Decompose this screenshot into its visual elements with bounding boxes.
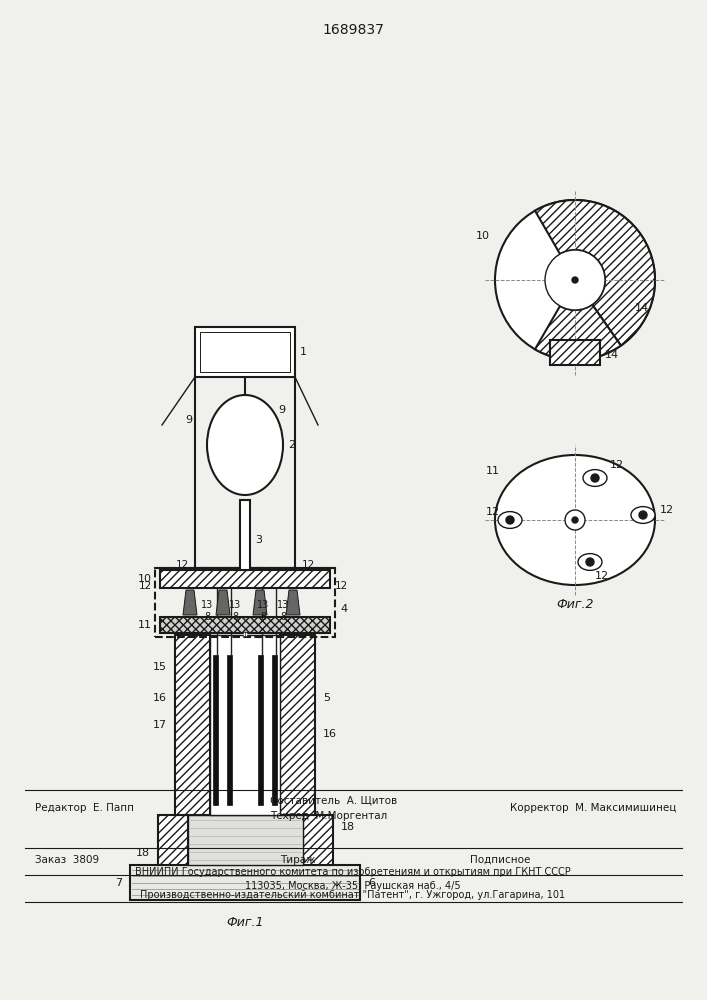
Text: 8: 8 xyxy=(204,612,210,622)
Bar xyxy=(187,815,303,865)
Bar xyxy=(303,815,332,865)
Text: 12: 12 xyxy=(660,505,674,515)
Ellipse shape xyxy=(583,470,607,486)
Text: 11: 11 xyxy=(138,620,152,630)
Text: Фиг.1: Фиг.1 xyxy=(226,916,264,928)
Text: 17: 17 xyxy=(153,720,167,730)
Bar xyxy=(160,570,330,588)
Text: 3: 3 xyxy=(255,535,262,545)
Text: 13: 13 xyxy=(201,600,213,610)
Ellipse shape xyxy=(498,512,522,528)
Polygon shape xyxy=(183,590,197,615)
Text: 6: 6 xyxy=(368,878,375,888)
Text: 8: 8 xyxy=(260,612,266,622)
Ellipse shape xyxy=(495,455,655,585)
Ellipse shape xyxy=(631,507,655,523)
Wedge shape xyxy=(535,305,621,360)
Bar xyxy=(280,635,315,815)
Bar xyxy=(213,655,218,805)
Bar xyxy=(195,327,295,377)
Text: 9: 9 xyxy=(185,415,192,425)
Text: 12: 12 xyxy=(335,581,349,591)
Text: 9: 9 xyxy=(278,405,285,415)
Circle shape xyxy=(565,510,585,530)
Text: Производственно-издательский комбинат "Патент", г. Ужгород, ул.Гагарина, 101: Производственно-издательский комбинат "П… xyxy=(141,890,566,900)
Bar xyxy=(272,655,277,805)
Text: 12: 12 xyxy=(139,581,152,591)
Text: Редактор  Е. Папп: Редактор Е. Папп xyxy=(35,803,134,813)
Circle shape xyxy=(591,474,599,482)
Bar xyxy=(175,635,210,815)
Text: Заказ  3809: Заказ 3809 xyxy=(35,855,99,865)
Text: 12: 12 xyxy=(595,571,609,581)
Polygon shape xyxy=(253,590,267,615)
Text: 8: 8 xyxy=(280,612,286,622)
Wedge shape xyxy=(535,200,655,346)
Text: 18: 18 xyxy=(341,822,355,832)
Text: 2: 2 xyxy=(288,440,295,450)
Circle shape xyxy=(572,517,578,523)
Text: 11: 11 xyxy=(486,466,500,476)
Bar xyxy=(258,655,263,805)
Text: 12: 12 xyxy=(301,560,315,570)
Circle shape xyxy=(639,511,647,519)
Bar xyxy=(130,865,360,900)
Polygon shape xyxy=(216,590,230,615)
Bar xyxy=(240,500,250,570)
Circle shape xyxy=(506,516,514,524)
Text: 15: 15 xyxy=(153,662,167,672)
Text: 10: 10 xyxy=(476,231,490,241)
Text: 12: 12 xyxy=(175,560,189,570)
Text: 12: 12 xyxy=(486,507,500,517)
Text: 1689837: 1689837 xyxy=(322,23,384,37)
Text: 13: 13 xyxy=(257,600,269,610)
Text: 5: 5 xyxy=(323,693,330,703)
Bar xyxy=(160,617,330,633)
Text: ВНИИПИ Государственного комитета по изобретениям и открытиям при ГКНТ СССР: ВНИИПИ Государственного комитета по изоб… xyxy=(135,867,571,877)
Circle shape xyxy=(586,558,594,566)
Bar xyxy=(210,635,280,815)
Text: 7: 7 xyxy=(115,878,122,888)
Text: 14: 14 xyxy=(635,303,649,313)
Circle shape xyxy=(545,250,605,310)
Polygon shape xyxy=(286,590,300,615)
Text: 13: 13 xyxy=(277,600,289,610)
Ellipse shape xyxy=(207,395,283,495)
Text: 18: 18 xyxy=(135,848,149,857)
Bar xyxy=(550,340,600,365)
Circle shape xyxy=(495,200,655,360)
Text: Техред  М.Моргентал: Техред М.Моргентал xyxy=(270,811,387,821)
Bar xyxy=(200,332,290,372)
Text: 113035, Москва, Ж-35, Раушская наб., 4/5: 113035, Москва, Ж-35, Раушская наб., 4/5 xyxy=(245,881,461,891)
Text: Подписное: Подписное xyxy=(470,855,530,865)
Text: 4: 4 xyxy=(340,604,347,614)
Bar xyxy=(158,815,187,865)
Text: 16: 16 xyxy=(323,729,337,739)
Text: 13: 13 xyxy=(229,600,241,610)
Text: 14: 14 xyxy=(605,350,619,360)
Text: 8: 8 xyxy=(232,612,238,622)
Text: 1: 1 xyxy=(300,347,307,357)
Text: 16: 16 xyxy=(153,693,167,703)
Text: Составитель  А. Щитов: Составитель А. Щитов xyxy=(270,795,397,805)
Text: Корректор  М. Максимишинец: Корректор М. Максимишинец xyxy=(510,803,677,813)
Text: 10: 10 xyxy=(138,574,152,584)
Text: Тираж: Тираж xyxy=(280,855,315,865)
Text: 12: 12 xyxy=(610,460,624,470)
Bar xyxy=(155,568,335,637)
Text: Фиг.2: Фиг.2 xyxy=(556,598,594,611)
Circle shape xyxy=(572,277,578,283)
Bar xyxy=(227,655,232,805)
Ellipse shape xyxy=(578,554,602,570)
